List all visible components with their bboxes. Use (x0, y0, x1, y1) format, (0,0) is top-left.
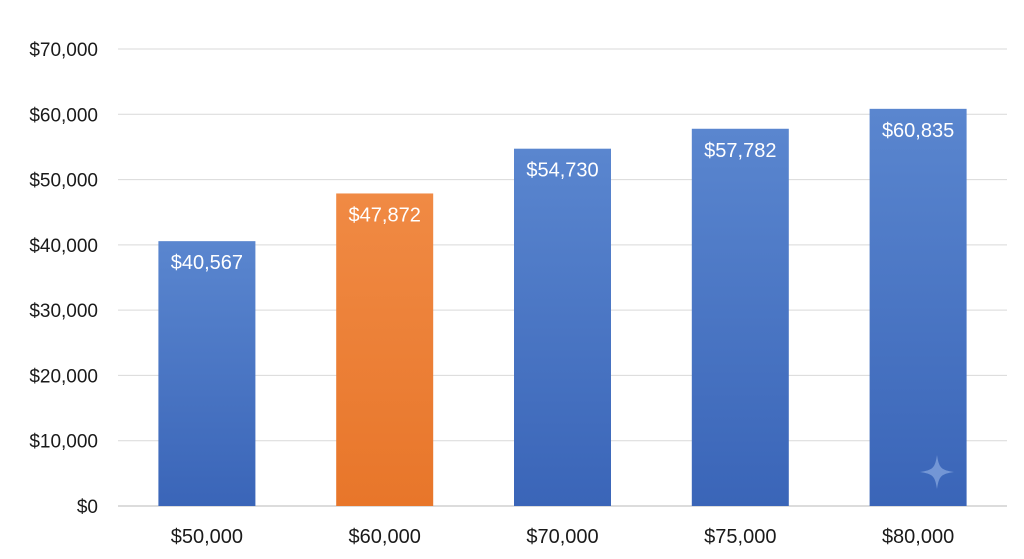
bars (158, 108, 967, 507)
x-tick-label: $80,000 (882, 526, 954, 548)
bar-75000 (691, 128, 789, 506)
y-tick-label: $20,000 (29, 366, 98, 387)
y-tick-label: $40,000 (29, 236, 98, 257)
y-tick-label: $70,000 (29, 40, 98, 61)
y-tick-label: $50,000 (29, 171, 98, 192)
bar-value-label: $47,872 (349, 204, 421, 226)
x-tick-label: $75,000 (704, 526, 776, 548)
bar-value-label: $40,567 (171, 252, 243, 274)
bar-value-label: $54,730 (526, 160, 598, 182)
bar-60000 (336, 193, 434, 506)
x-axis-ticks: $50,000 $60,000 $70,000 $75,000 $80,000 (171, 526, 954, 548)
y-tick-label: $30,000 (29, 301, 98, 322)
sparkle-icon (920, 455, 954, 489)
bar-70000 (514, 148, 611, 506)
bar-50000 (158, 241, 256, 506)
bar-value-label: $60,835 (882, 120, 954, 142)
bar-80000 (869, 108, 967, 507)
y-axis-ticks: $0 $10,000 $20,000 $30,000 $40,000 $50,000 $60… (29, 40, 98, 518)
y-tick-label: $60,000 (29, 105, 98, 126)
x-tick-label: $70,000 (526, 526, 598, 548)
y-tick-label: $0 (77, 497, 98, 518)
bar-value-label: $57,782 (704, 140, 776, 162)
x-tick-label: $50,000 (171, 526, 243, 548)
y-tick-label: $10,000 (29, 432, 98, 453)
data-labels: $40,567 $47,872 $54,730 $57,782 $60,835 (171, 120, 954, 274)
x-tick-label: $60,000 (349, 526, 421, 548)
